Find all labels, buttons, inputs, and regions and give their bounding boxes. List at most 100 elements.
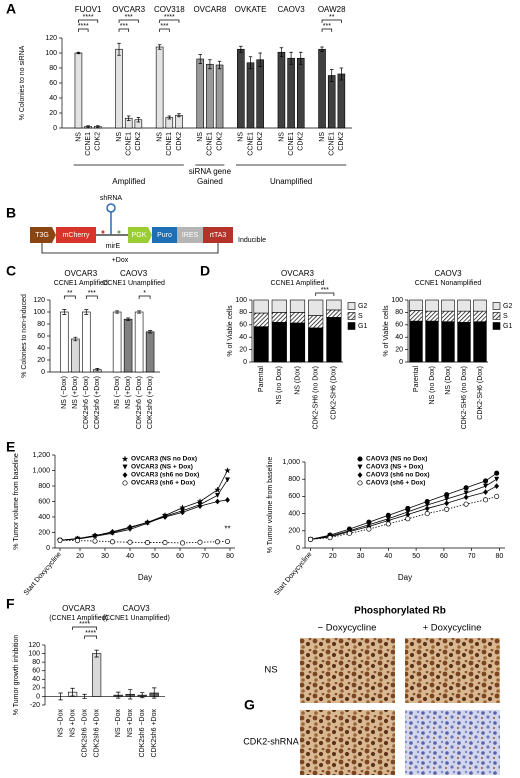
error-bar bbox=[157, 44, 162, 50]
error-bar bbox=[320, 46, 324, 52]
legend-label: OVCAR3 (NS + Dox) bbox=[131, 464, 193, 471]
significance-bracket bbox=[85, 295, 98, 299]
x-tick-label: NS (no Dox) bbox=[276, 366, 283, 405]
column-label: + Doxycycline bbox=[423, 623, 482, 634]
significance-label: *** bbox=[321, 287, 329, 294]
micrograph-title: Phosphorylated Rb bbox=[354, 606, 446, 617]
flank-dot bbox=[117, 230, 121, 234]
y-tick-label: 80 bbox=[49, 65, 57, 72]
x-tick-label: NS (+Dox) bbox=[125, 376, 132, 409]
bar bbox=[237, 48, 245, 129]
group-title: COV318 bbox=[154, 5, 185, 14]
gene-box bbox=[152, 227, 177, 243]
x-tick-label: NS +Dox bbox=[127, 709, 134, 738]
gene-box bbox=[203, 227, 233, 243]
significance-label: *** bbox=[125, 14, 133, 21]
x-tick-label: 20 bbox=[329, 553, 337, 560]
significance-bracket bbox=[84, 635, 97, 639]
group-title: OVCAR3 bbox=[62, 604, 95, 613]
x-tick-label: NS (+Dox) bbox=[72, 376, 79, 409]
x-tick-label: CDK2sh6 (+Dox) bbox=[94, 376, 101, 429]
point bbox=[424, 502, 430, 508]
bar bbox=[134, 311, 144, 373]
promoter-box bbox=[128, 227, 152, 243]
x-tick-label: CCNE1 bbox=[85, 132, 92, 156]
x-tick-label: NS bbox=[197, 132, 204, 142]
row-label: CDK2-shRNA bbox=[243, 736, 299, 746]
group-subtitle: CCNE1 Unamplified bbox=[102, 280, 165, 287]
y-tick-label: 0 bbox=[243, 359, 247, 366]
panel-label: F bbox=[6, 596, 15, 612]
y-axis-label: % of Viable cells bbox=[383, 305, 390, 357]
point bbox=[494, 493, 500, 499]
group-title: OVCAR3 bbox=[112, 5, 145, 14]
y-tick-label: 20 bbox=[32, 685, 40, 692]
x-tick-label: CDK2 bbox=[338, 132, 345, 151]
y-tick-label: 100 bbox=[235, 297, 247, 304]
x-tick-label: CDK2sh6 +Dox bbox=[93, 709, 100, 758]
y-axis-label: % Tumor growth inhibition bbox=[13, 635, 20, 716]
bar bbox=[112, 311, 122, 373]
legend-label: G2 bbox=[503, 303, 512, 310]
bar bbox=[60, 311, 69, 373]
bar bbox=[296, 57, 305, 129]
significance-label: *** bbox=[120, 23, 128, 30]
x-axis-label: siRNA gene bbox=[189, 167, 232, 176]
x-tick-label: CCNE1 bbox=[166, 132, 173, 156]
y-tick-label: 100 bbox=[33, 309, 45, 316]
x-tick-label: CDK2-SH6 (no Dox) bbox=[313, 366, 320, 429]
bar-segment bbox=[271, 312, 287, 323]
x-tick-label: 70 bbox=[201, 553, 209, 560]
point bbox=[494, 470, 500, 476]
y-tick-label: 200 bbox=[38, 529, 50, 536]
dox-label: +Dox bbox=[112, 257, 129, 264]
y-tick-label: 600 bbox=[38, 498, 50, 505]
class-label: Gained bbox=[197, 177, 223, 186]
x-tick-label: 70 bbox=[468, 553, 476, 560]
error-bar bbox=[137, 310, 142, 314]
bar-segment bbox=[409, 320, 423, 363]
error-bar bbox=[117, 42, 121, 56]
error-bar bbox=[86, 125, 90, 128]
group-title: CAOV3 bbox=[123, 604, 151, 613]
legend-label: G1 bbox=[503, 323, 512, 330]
bar bbox=[287, 57, 295, 129]
point bbox=[74, 538, 81, 544]
y-tick-label: 120 bbox=[28, 642, 40, 649]
bar-segment bbox=[289, 312, 306, 324]
x-tick-label: NS bbox=[116, 132, 123, 142]
significance-bracket bbox=[315, 292, 335, 296]
y-axis-label: % of Viable cells bbox=[227, 305, 234, 357]
x-tick-label: CCNE1 bbox=[288, 132, 295, 156]
legend-marker bbox=[357, 480, 363, 486]
y-axis-label: % Colonies to non-induced bbox=[21, 294, 28, 378]
legend-marker bbox=[357, 472, 363, 478]
error-bar bbox=[126, 115, 131, 121]
bar-segment bbox=[308, 299, 324, 316]
error-bar bbox=[82, 693, 87, 699]
legend-swatch bbox=[347, 322, 356, 330]
group-subtitle: (CCNE1 Amplified) bbox=[49, 615, 108, 622]
bar-segment bbox=[441, 321, 455, 363]
y-tick-label: 40 bbox=[239, 334, 247, 341]
point bbox=[179, 540, 186, 546]
y-axis-label: % Colonies to no siRNA bbox=[19, 45, 26, 120]
dox-bracket bbox=[41, 243, 219, 254]
gene-box bbox=[56, 227, 96, 243]
y-tick-label: 100 bbox=[391, 297, 403, 304]
x-tick-label: NS (Dox) bbox=[445, 366, 452, 395]
series-line bbox=[310, 485, 497, 540]
bar-segment bbox=[473, 299, 487, 312]
x-tick-label: 80 bbox=[226, 553, 234, 560]
legend-label: OVCAR3 (sh6 no Dox) bbox=[131, 472, 199, 479]
legend-swatch bbox=[492, 312, 501, 320]
legend-swatch bbox=[492, 302, 501, 310]
point bbox=[197, 503, 203, 510]
bar-segment bbox=[289, 299, 306, 313]
point bbox=[162, 540, 168, 546]
y-tick-label: 0 bbox=[53, 125, 57, 132]
y-tick-label: 80 bbox=[239, 309, 247, 316]
y-tick-label: -20 bbox=[30, 702, 40, 709]
significance-bracket bbox=[63, 295, 76, 299]
